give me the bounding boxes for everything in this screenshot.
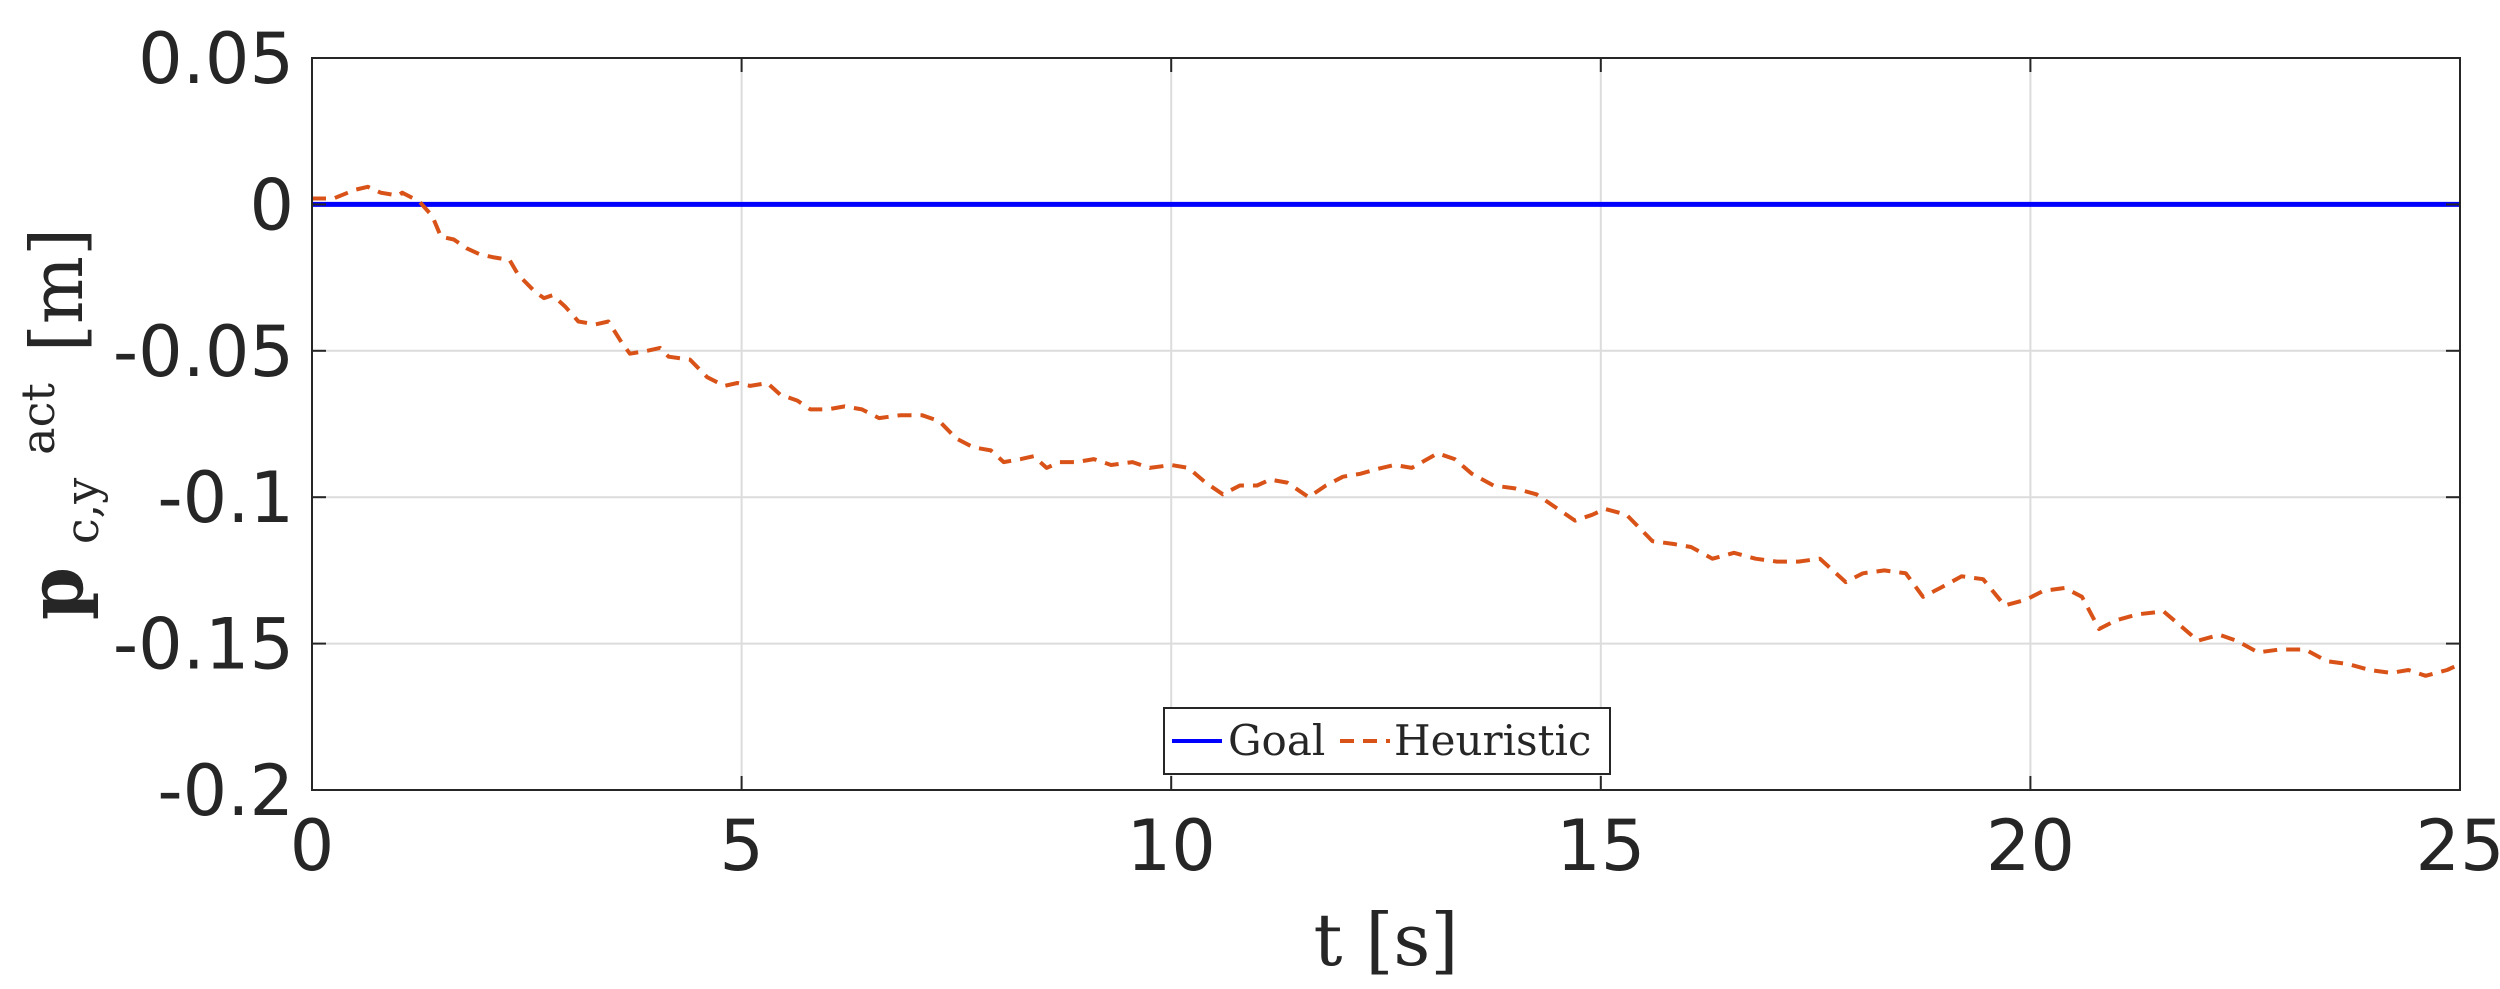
y-axis-label: p c,y act [m] bbox=[0, 228, 115, 620]
x-tick-label: 0 bbox=[290, 805, 335, 887]
y-tick-label: 0.05 bbox=[138, 18, 294, 100]
plot-frame bbox=[311, 57, 2461, 791]
grid bbox=[311, 57, 2461, 791]
x-tick-label: 25 bbox=[2415, 805, 2500, 887]
axis-ticks: 0 5 10 15 20 25 0.05 0 -0.05 -0.1 -0.15 -0.2 bbox=[113, 18, 2500, 887]
y-axis-label-unit: [m] bbox=[15, 228, 99, 352]
legend: Goal Heuristic bbox=[1163, 707, 1611, 775]
plot-series bbox=[312, 184, 2461, 678]
y-tick-label: -0.1 bbox=[157, 457, 294, 539]
y-axis-label-superscript: act bbox=[11, 383, 65, 455]
y-tick-label: -0.2 bbox=[157, 750, 294, 832]
y-axis-label-subscript: c,y bbox=[55, 478, 109, 544]
x-tick-label: 10 bbox=[1127, 805, 1216, 887]
x-axis-label: t [s] bbox=[1314, 898, 1459, 982]
y-tick-label: -0.05 bbox=[113, 311, 294, 393]
x-tick-label: 5 bbox=[719, 805, 764, 887]
y-tick-label: 0 bbox=[249, 164, 294, 246]
x-tick-label: 20 bbox=[1986, 805, 2075, 887]
legend-heuristic-label: Heuristic bbox=[1394, 716, 1591, 765]
series-line-heuristic bbox=[312, 184, 2461, 678]
x-tick-label: 15 bbox=[1556, 805, 1645, 887]
legend-goal-label: Goal bbox=[1228, 716, 1325, 765]
y-tick-label: -0.15 bbox=[113, 604, 294, 686]
svg-text:p c,y act [m: p c,y act [m] bbox=[0, 228, 115, 620]
y-axis-label-base: p bbox=[11, 567, 100, 620]
